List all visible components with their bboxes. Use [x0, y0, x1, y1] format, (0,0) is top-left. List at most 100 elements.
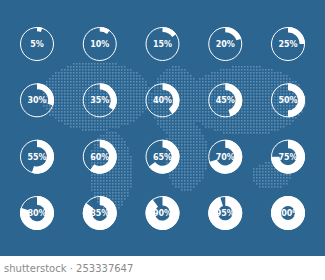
- map-dot: [73, 69, 75, 71]
- map-dot: [247, 84, 249, 86]
- map-dot: [124, 156, 126, 158]
- map-dot: [205, 123, 207, 125]
- map-dot: [190, 135, 192, 137]
- map-dot: [223, 72, 225, 74]
- map-dot: [70, 111, 72, 113]
- map-dot: [199, 165, 201, 167]
- map-dot: [67, 93, 69, 95]
- map-dot: [124, 66, 126, 68]
- map-dot: [127, 99, 129, 101]
- map-dot: [193, 135, 195, 137]
- map-dot: [157, 114, 159, 116]
- map-dot: [259, 105, 261, 107]
- map-dot: [256, 126, 258, 128]
- map-dot: [175, 123, 177, 125]
- map-dot: [202, 159, 204, 161]
- map-dot: [82, 126, 84, 128]
- map-dot: [184, 171, 186, 173]
- map-dot: [199, 159, 201, 161]
- map-dot: [70, 117, 72, 119]
- map-dot: [163, 114, 165, 116]
- map-dot: [211, 93, 213, 95]
- map-dot: [121, 165, 123, 167]
- map-dot: [142, 99, 144, 101]
- map-dot: [214, 72, 216, 74]
- map-dot: [79, 126, 81, 128]
- map-dot: [55, 117, 57, 119]
- map-dot: [199, 90, 201, 92]
- map-dot: [247, 72, 249, 74]
- map-dot: [106, 135, 108, 137]
- map-dot: [220, 78, 222, 80]
- map-dot: [262, 120, 264, 122]
- map-dot: [169, 177, 171, 179]
- map-dot: [73, 102, 75, 104]
- map-dot: [73, 111, 75, 113]
- map-dot: [253, 90, 255, 92]
- map-dot: [115, 84, 117, 86]
- map-dot: [178, 165, 180, 167]
- map-dot: [196, 114, 198, 116]
- map-dot: [121, 102, 123, 104]
- map-dot: [124, 75, 126, 77]
- map-dot: [169, 123, 171, 125]
- map-dot: [115, 108, 117, 110]
- map-dot: [235, 120, 237, 122]
- map-dot: [256, 78, 258, 80]
- map-dot: [88, 114, 90, 116]
- map-dot: [172, 78, 174, 80]
- map-dot: [106, 72, 108, 74]
- map-dot: [184, 84, 186, 86]
- map-dot: [70, 105, 72, 107]
- map-dot: [181, 135, 183, 137]
- map-dot: [136, 84, 138, 86]
- map-dot: [124, 159, 126, 161]
- map-dot: [190, 168, 192, 170]
- map-dot: [178, 72, 180, 74]
- map-dot: [142, 102, 144, 104]
- map-dot: [43, 93, 45, 95]
- map-dot: [58, 111, 60, 113]
- map-dot: [157, 78, 159, 80]
- map-dot: [127, 192, 129, 194]
- map-dot: [127, 72, 129, 74]
- map-dot: [211, 105, 213, 107]
- map-dot: [88, 66, 90, 68]
- map-dot: [214, 84, 216, 86]
- map-dot: [190, 129, 192, 131]
- map-dot: [199, 108, 201, 110]
- map-dot: [73, 120, 75, 122]
- map-dot: [244, 66, 246, 68]
- map-dot: [202, 84, 204, 86]
- map-dot: [115, 201, 117, 203]
- map-dot: [118, 147, 120, 149]
- map-dot: [238, 66, 240, 68]
- map-dot: [178, 66, 180, 68]
- map-dot: [103, 129, 105, 131]
- map-dot: [61, 90, 63, 92]
- map-dot: [130, 165, 132, 167]
- map-dot: [226, 126, 228, 128]
- map-dot: [262, 96, 264, 98]
- map-dot: [253, 72, 255, 74]
- map-dot: [118, 99, 120, 101]
- map-dot: [262, 102, 264, 104]
- map-dot: [187, 81, 189, 83]
- map-dot: [181, 99, 183, 101]
- map-dot: [232, 126, 234, 128]
- map-dot: [256, 108, 258, 110]
- map-dot: [214, 75, 216, 77]
- map-dot: [121, 99, 123, 101]
- map-dot: [124, 123, 126, 125]
- map-dot: [103, 72, 105, 74]
- map-dot: [121, 96, 123, 98]
- map-dot: [67, 105, 69, 107]
- map-dot: [97, 66, 99, 68]
- map-dot: [181, 117, 183, 119]
- map-dot: [253, 171, 255, 173]
- map-dot: [220, 126, 222, 128]
- map-dot: [181, 150, 183, 152]
- map-dot: [109, 189, 111, 191]
- map-dot: [214, 117, 216, 119]
- map-dot: [247, 99, 249, 101]
